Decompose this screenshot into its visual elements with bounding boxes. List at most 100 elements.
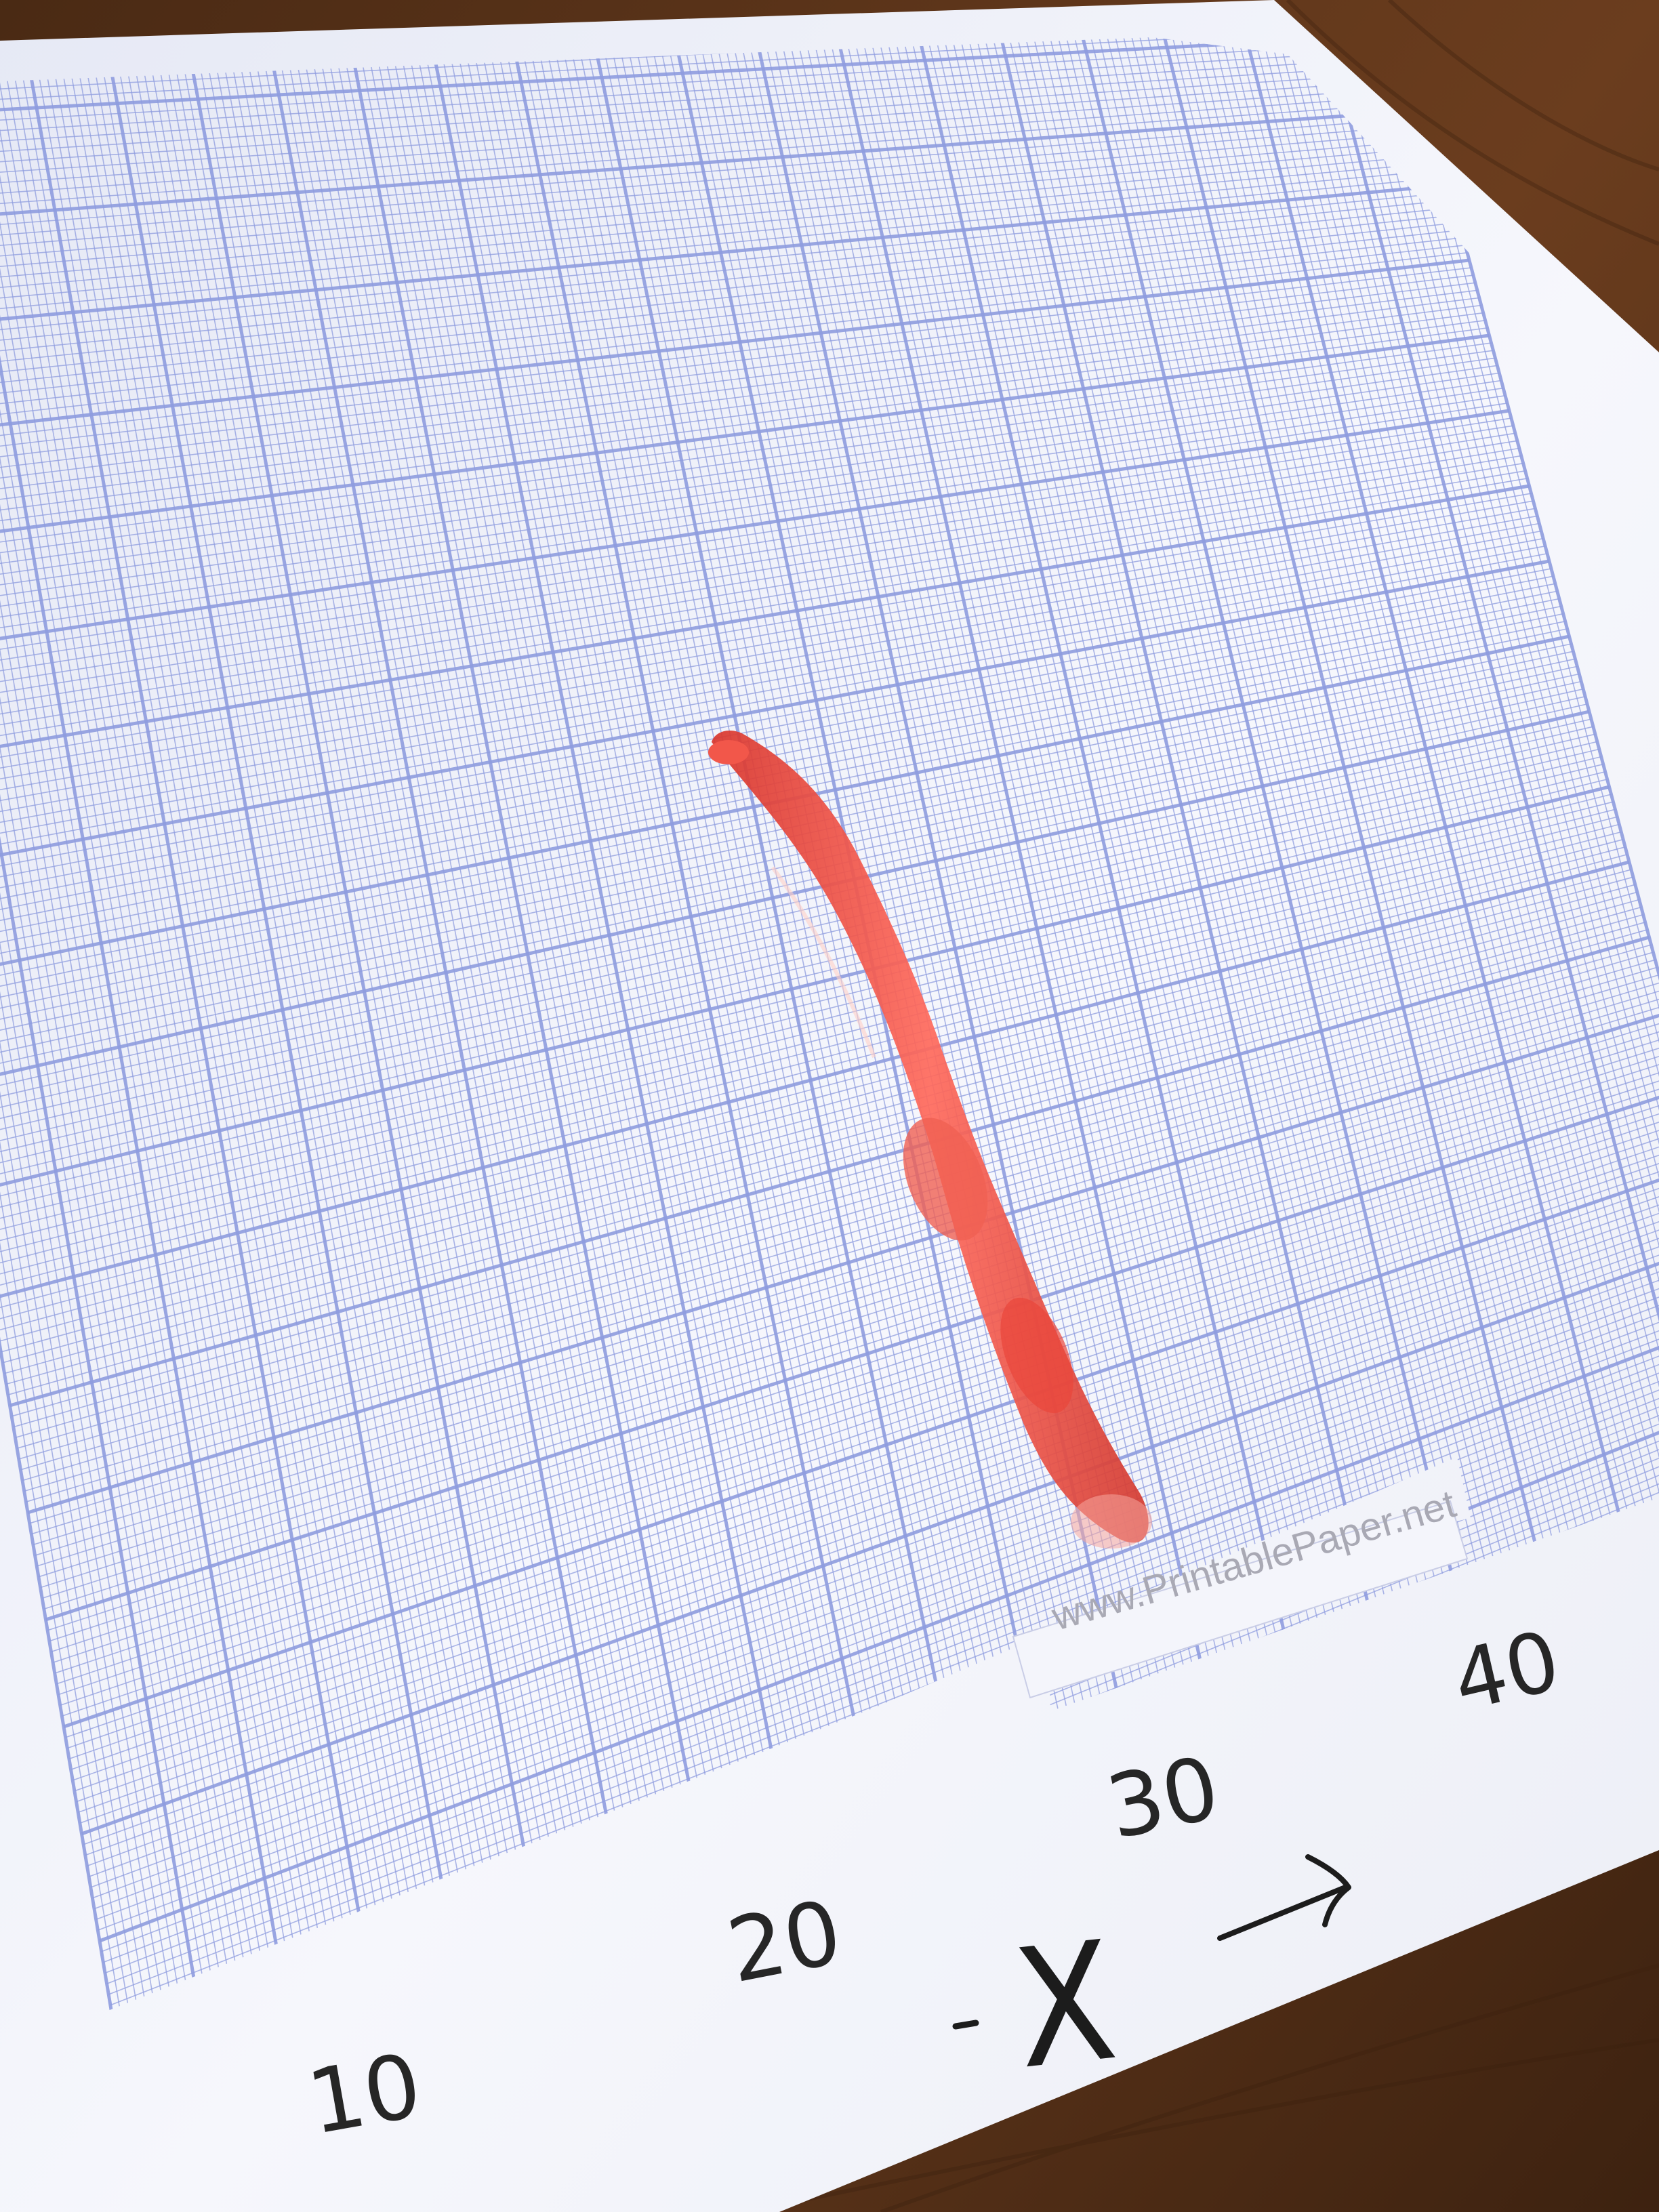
grid-minor-line — [47, 1094, 1659, 1631]
grid-minor-line — [67, 1177, 1659, 1749]
grid-minor-line — [1170, 37, 1567, 1557]
grid-minor-line — [70, 1192, 1659, 1770]
grid-minor-line — [0, 756, 1601, 1149]
grid-minor-line — [98, 1305, 1659, 1931]
grid-minor-line — [1267, 37, 1659, 1516]
grid-minor-line — [0, 37, 178, 2053]
grid-minor-line — [54, 1124, 1659, 1674]
grid-major-line — [984, 37, 1378, 1637]
grid-minor-line — [977, 37, 1368, 1641]
grid-minor-line — [969, 37, 1360, 1644]
grid-minor-line — [1356, 37, 1659, 1478]
grid-major-line — [1307, 37, 1659, 1499]
grid-minor-line — [1139, 37, 1534, 1572]
grid-minor-line — [880, 37, 1269, 1682]
grid-minor-line — [58, 1139, 1659, 1696]
grid-minor-line — [1163, 37, 1559, 1561]
grid-minor-line — [37, 1049, 1659, 1567]
grid-minor-line — [0, 808, 1616, 1225]
grid-minor-line — [24, 997, 1659, 1492]
grid-minor-line — [0, 816, 1618, 1235]
grid-minor-line — [1235, 37, 1633, 1530]
grid-minor-line — [0, 718, 1592, 1096]
grid-minor-line — [94, 1290, 1659, 1910]
grid-minor-line — [1058, 37, 1451, 1606]
grid-minor-line — [1090, 37, 1484, 1592]
grid-major-line — [1145, 37, 1543, 1568]
grid-minor-line — [43, 1080, 1659, 1610]
grid-minor-line — [783, 37, 1170, 1723]
grid-minor-line — [590, 37, 971, 1807]
grid-minor-line — [31, 1027, 1659, 1535]
grid-minor-line — [1106, 37, 1500, 1585]
grid-minor-line — [0, 823, 1620, 1246]
grid-minor-line — [0, 748, 1599, 1139]
grid-minor-line — [4, 914, 1643, 1374]
grid-minor-line — [945, 37, 1335, 1654]
grid-major-line — [0, 860, 1630, 1300]
grid-minor-line — [1275, 37, 1659, 1513]
grid-minor-line — [1017, 37, 1410, 1623]
grid-minor-line — [79, 1230, 1659, 1824]
grid-minor-line — [1259, 37, 1658, 1519]
grid-minor-line — [7, 929, 1647, 1395]
grid-minor-line — [1114, 37, 1509, 1582]
grid-minor-line — [13, 951, 1654, 1428]
grid-minor-line — [1348, 37, 1659, 1481]
grid-minor-line — [11, 944, 1652, 1417]
grid-minor-line — [0, 779, 1607, 1181]
grid-minor-line — [0, 794, 1612, 1203]
grid-minor-line — [719, 37, 1104, 1751]
grid-minor-line — [0, 801, 1614, 1214]
grid-minor-line — [52, 1117, 1659, 1663]
grid-minor-line — [51, 1109, 1659, 1653]
grid-minor-line — [1251, 37, 1650, 1523]
grid-minor-line — [88, 1267, 1659, 1877]
grid-minor-line — [0, 884, 1636, 1332]
grid-minor-line — [953, 37, 1343, 1651]
grid-minor-line — [1219, 37, 1616, 1537]
grid-major-line — [1065, 37, 1460, 1603]
grid-minor-line — [74, 1207, 1659, 1792]
grid-minor-line — [1340, 37, 1659, 1485]
grid-minor-line — [2, 906, 1641, 1364]
grid-minor-line — [0, 726, 1594, 1107]
grid-minor-line — [1042, 37, 1435, 1613]
grid-minor-line — [0, 37, 161, 2053]
grid-minor-line — [0, 37, 144, 2053]
graph-grid — [0, 37, 1659, 2053]
grid-minor-line — [937, 37, 1327, 1658]
grid-minor-line — [0, 733, 1596, 1118]
axis-name-label: X — [1006, 1905, 1124, 2106]
grid-minor-line — [87, 1260, 1659, 1867]
grid-minor-line — [1364, 37, 1659, 1475]
grid-minor-line — [1082, 37, 1476, 1595]
grid-minor-line — [65, 1170, 1659, 1738]
grid-major-line — [81, 1236, 1659, 1836]
handwritten-marks — [952, 2020, 979, 2030]
grid-minor-line — [1074, 37, 1467, 1599]
grid-major-line — [823, 37, 1212, 1706]
grid-minor-line — [29, 1019, 1659, 1524]
grid-minor-line — [72, 1200, 1659, 1781]
grid-minor-line — [614, 37, 996, 1796]
grid-minor-line — [1130, 37, 1525, 1575]
grid-minor-line — [68, 1185, 1659, 1760]
grid-minor-line — [711, 37, 1095, 1755]
grid-minor-line — [0, 741, 1597, 1128]
grid-minor-line — [0, 37, 153, 2053]
grid-minor-line — [62, 1155, 1659, 1717]
grid-minor-line — [85, 1252, 1659, 1856]
grid-minor-line — [1300, 37, 1659, 1502]
grid-major-line — [0, 710, 1590, 1086]
grid-minor-line — [22, 989, 1659, 1481]
grid-minor-line — [106, 1343, 1659, 1984]
grid-minor-line — [18, 974, 1659, 1460]
grid-minor-line — [15, 959, 1656, 1439]
grid-minor-line — [1244, 37, 1641, 1526]
grid-minor-line — [1211, 37, 1608, 1540]
red-drawn-line — [708, 730, 1152, 1549]
grid-minor-line — [598, 37, 980, 1803]
